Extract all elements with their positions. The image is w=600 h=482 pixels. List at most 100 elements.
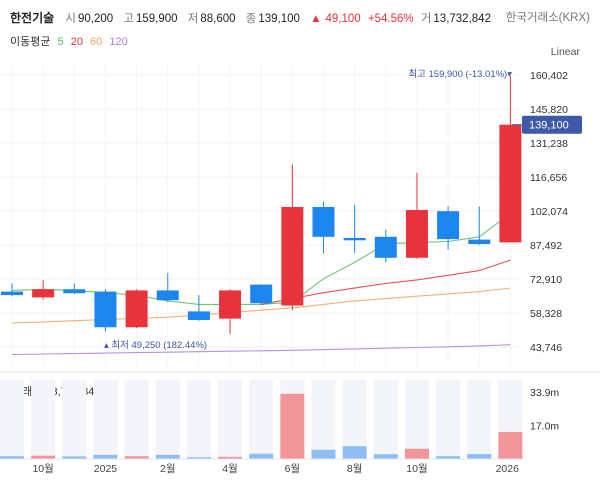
candle-body	[187, 311, 210, 321]
high-annotation: 최고 159,900 (-13.01%)▾	[408, 69, 512, 80]
price-tick-label: 131,238	[530, 138, 568, 150]
candle-body	[250, 284, 273, 304]
ma-period-20: 20	[70, 36, 83, 48]
ma-120-line	[11, 344, 511, 356]
candle	[374, 229, 397, 263]
volume-bar	[436, 456, 461, 459]
volume-slot-bg	[62, 380, 87, 459]
ma-period-60: 60	[90, 36, 103, 48]
volume-slot-bg	[186, 380, 211, 459]
close-value: 139,100	[258, 13, 300, 25]
high-value: 159,900	[135, 13, 178, 25]
change-value: 49,100	[325, 13, 361, 25]
candle-body	[125, 290, 148, 328]
ma-legend-label: 이동평균	[10, 36, 51, 48]
stock-name[interactable]: 한전기술	[10, 11, 55, 25]
volume-slot-bg	[311, 380, 336, 459]
volume-bar	[498, 431, 523, 459]
volume-bar	[311, 449, 336, 459]
candle	[32, 279, 55, 300]
volume-bar	[0, 456, 24, 459]
price-tick-label: 145,820	[530, 104, 568, 116]
ma-period-120: 120	[109, 36, 128, 48]
price-tick-label: 102,074	[530, 206, 568, 218]
volume-bar	[467, 454, 492, 459]
volume-tick-label: 17.0m	[530, 420, 559, 432]
volume-slot-bg	[93, 380, 118, 459]
low-value: 88,600	[200, 13, 236, 25]
candle	[156, 272, 179, 303]
price-tick-label: 87,492	[530, 240, 562, 252]
exchange-name: 한국거래소(KRX)	[505, 12, 590, 24]
candle-body	[499, 124, 522, 243]
volume-slot-bg	[342, 380, 367, 459]
volume-bar	[124, 456, 149, 459]
triangle-up-icon: ▲	[310, 13, 322, 25]
candle-body	[281, 206, 304, 306]
x-tick-label: 2025	[94, 463, 118, 475]
volume-slot-bg	[436, 380, 461, 459]
volume-bar	[218, 456, 243, 459]
volume-slot-bg	[0, 380, 24, 459]
volume-bar	[404, 448, 429, 459]
change-percent: +54.56%	[367, 13, 414, 25]
volume-slot-bg	[373, 380, 398, 459]
candle	[468, 206, 491, 245]
ma-period-5: 5	[57, 36, 64, 48]
current-price-tag	[522, 115, 582, 134]
candle	[343, 204, 366, 254]
x-tick-label: 8월	[347, 463, 363, 475]
low-label: 저	[187, 13, 199, 25]
volume-slot-bg	[467, 380, 492, 459]
x-tick-label: 10월	[406, 463, 427, 475]
price-tick-label: 72,910	[530, 274, 562, 286]
volume-slot-bg	[155, 380, 180, 459]
candle-body	[156, 290, 179, 301]
candle	[499, 76, 522, 243]
volume-slot-bg	[249, 380, 274, 459]
volume-slot-bg	[218, 380, 243, 459]
price-tick-label: 160,402	[530, 70, 568, 82]
x-tick-label: 2월	[160, 463, 176, 475]
candle	[219, 289, 242, 335]
candle-body	[374, 236, 397, 258]
volume-bar	[186, 457, 211, 459]
open-label: 시	[65, 13, 76, 25]
candle-body	[32, 289, 55, 298]
candle-body	[63, 289, 86, 294]
candle-body	[312, 206, 335, 237]
volume-slot-bg	[31, 380, 56, 459]
candle	[250, 284, 273, 305]
quote-header: 한전기술 시 90,200 고 159,900 저 88,600 종 139,100 ▲…	[10, 9, 590, 27]
volume-bar	[373, 454, 398, 459]
candle	[437, 206, 460, 250]
candle-body	[405, 210, 428, 258]
volume-value: 13,732,842	[433, 13, 491, 25]
candle	[187, 295, 210, 321]
ma-legend[interactable]: 이동평균 5 20 60 120	[10, 33, 128, 49]
close-label: 종	[245, 13, 257, 25]
x-tick-label: 4월	[222, 463, 238, 475]
price-tick-label: 58,328	[530, 308, 562, 320]
volume-tick-label: 33.9m	[530, 387, 559, 399]
x-tick-label: 6월	[285, 463, 301, 475]
volume-bar	[31, 455, 56, 459]
volume-bar	[249, 453, 274, 459]
candle-body	[1, 291, 23, 296]
candle-body	[94, 291, 117, 328]
volume-slot-bg	[124, 380, 149, 459]
volume-bar	[155, 454, 180, 459]
high-label: 고	[123, 13, 134, 25]
x-tick-label: 10월	[32, 463, 53, 475]
candle	[405, 172, 428, 259]
candle-body	[437, 211, 460, 240]
scale-mode-button[interactable]: Linear	[550, 46, 580, 58]
open-value: 90,200	[77, 13, 114, 25]
candle-body	[219, 290, 242, 319]
candle	[63, 283, 86, 294]
price-tick-label: 116,656	[530, 172, 567, 184]
volume-label: 거	[420, 13, 432, 25]
volume-bar	[62, 456, 87, 459]
candle	[94, 289, 117, 332]
